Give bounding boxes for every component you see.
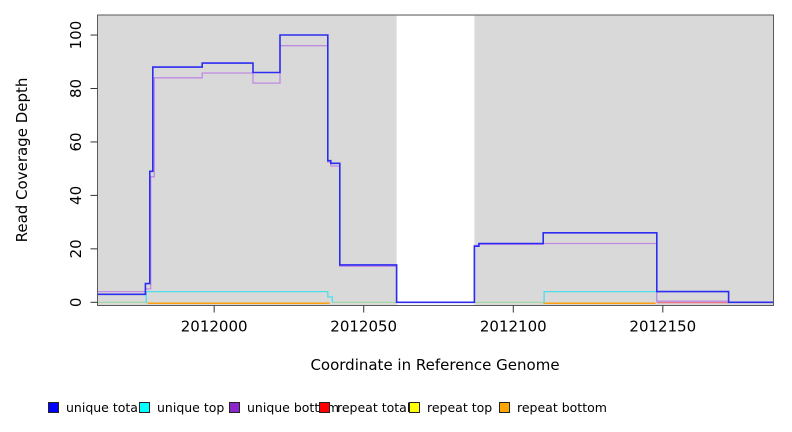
y-tick-label: 80 [67, 79, 85, 98]
plot-layers [97, 14, 774, 306]
legend-label-repeat-total: repeat total [337, 399, 411, 415]
legend-item-repeat-total: repeat total [319, 399, 410, 415]
series-line-unique-total [97, 34, 774, 304]
legend-label-repeat-bottom: repeat bottom [517, 399, 607, 415]
legend-swatch-unique-bottom [229, 401, 240, 413]
legend-swatch-unique-top [139, 401, 150, 413]
axis-layer: 2012000 2012050 2012100 2012150 0 20 40 60 80 100 [67, 21, 696, 336]
legend: unique total unique top unique bottom re… [0, 399, 792, 423]
legend-swatch-repeat-bottom [499, 401, 510, 413]
legend-swatch-repeat-total [319, 401, 330, 413]
coverage-chart: 2012000 2012050 2012100 2012150 0 20 40 60 80 100… [13, 14, 774, 374]
y-tick-label: 0 [67, 298, 85, 308]
legend-label-repeat-top: repeat top [427, 399, 493, 415]
legend-item-unique-top: unique top [139, 399, 224, 415]
plot-border [97, 14, 774, 306]
x-tick-label: 2012000 [181, 318, 248, 336]
legend-label-unique-top: unique top [157, 399, 225, 415]
legend-label-unique-bottom: unique bottom [247, 399, 340, 415]
y-tick-label: 100 [67, 21, 85, 50]
y-tick-label: 20 [67, 239, 85, 258]
y-tick-label: 40 [67, 186, 85, 205]
x-tick-label: 2012100 [480, 318, 547, 336]
legend-item-unique-bottom: unique bottom [229, 399, 339, 415]
x-tick-label: 2012150 [629, 318, 696, 336]
legend-swatch-repeat-top [409, 401, 420, 413]
series-line-unique-top-left-block- [145, 290, 333, 303]
x-tick-label: 2012050 [330, 318, 397, 336]
y-axis-title: Read Coverage Depth [13, 78, 31, 243]
x-axis-title: Coordinate in Reference Genome [310, 356, 559, 374]
legend-label-unique-total: unique total [66, 399, 142, 415]
legend-item-unique-total: unique total [48, 399, 141, 415]
legend-item-repeat-bottom: repeat bottom [499, 399, 607, 415]
legend-swatch-unique-total [48, 401, 59, 413]
legend-item-repeat-top: repeat top [409, 399, 492, 415]
y-tick-label: 60 [67, 132, 85, 151]
no-data-gap [396, 15, 475, 305]
